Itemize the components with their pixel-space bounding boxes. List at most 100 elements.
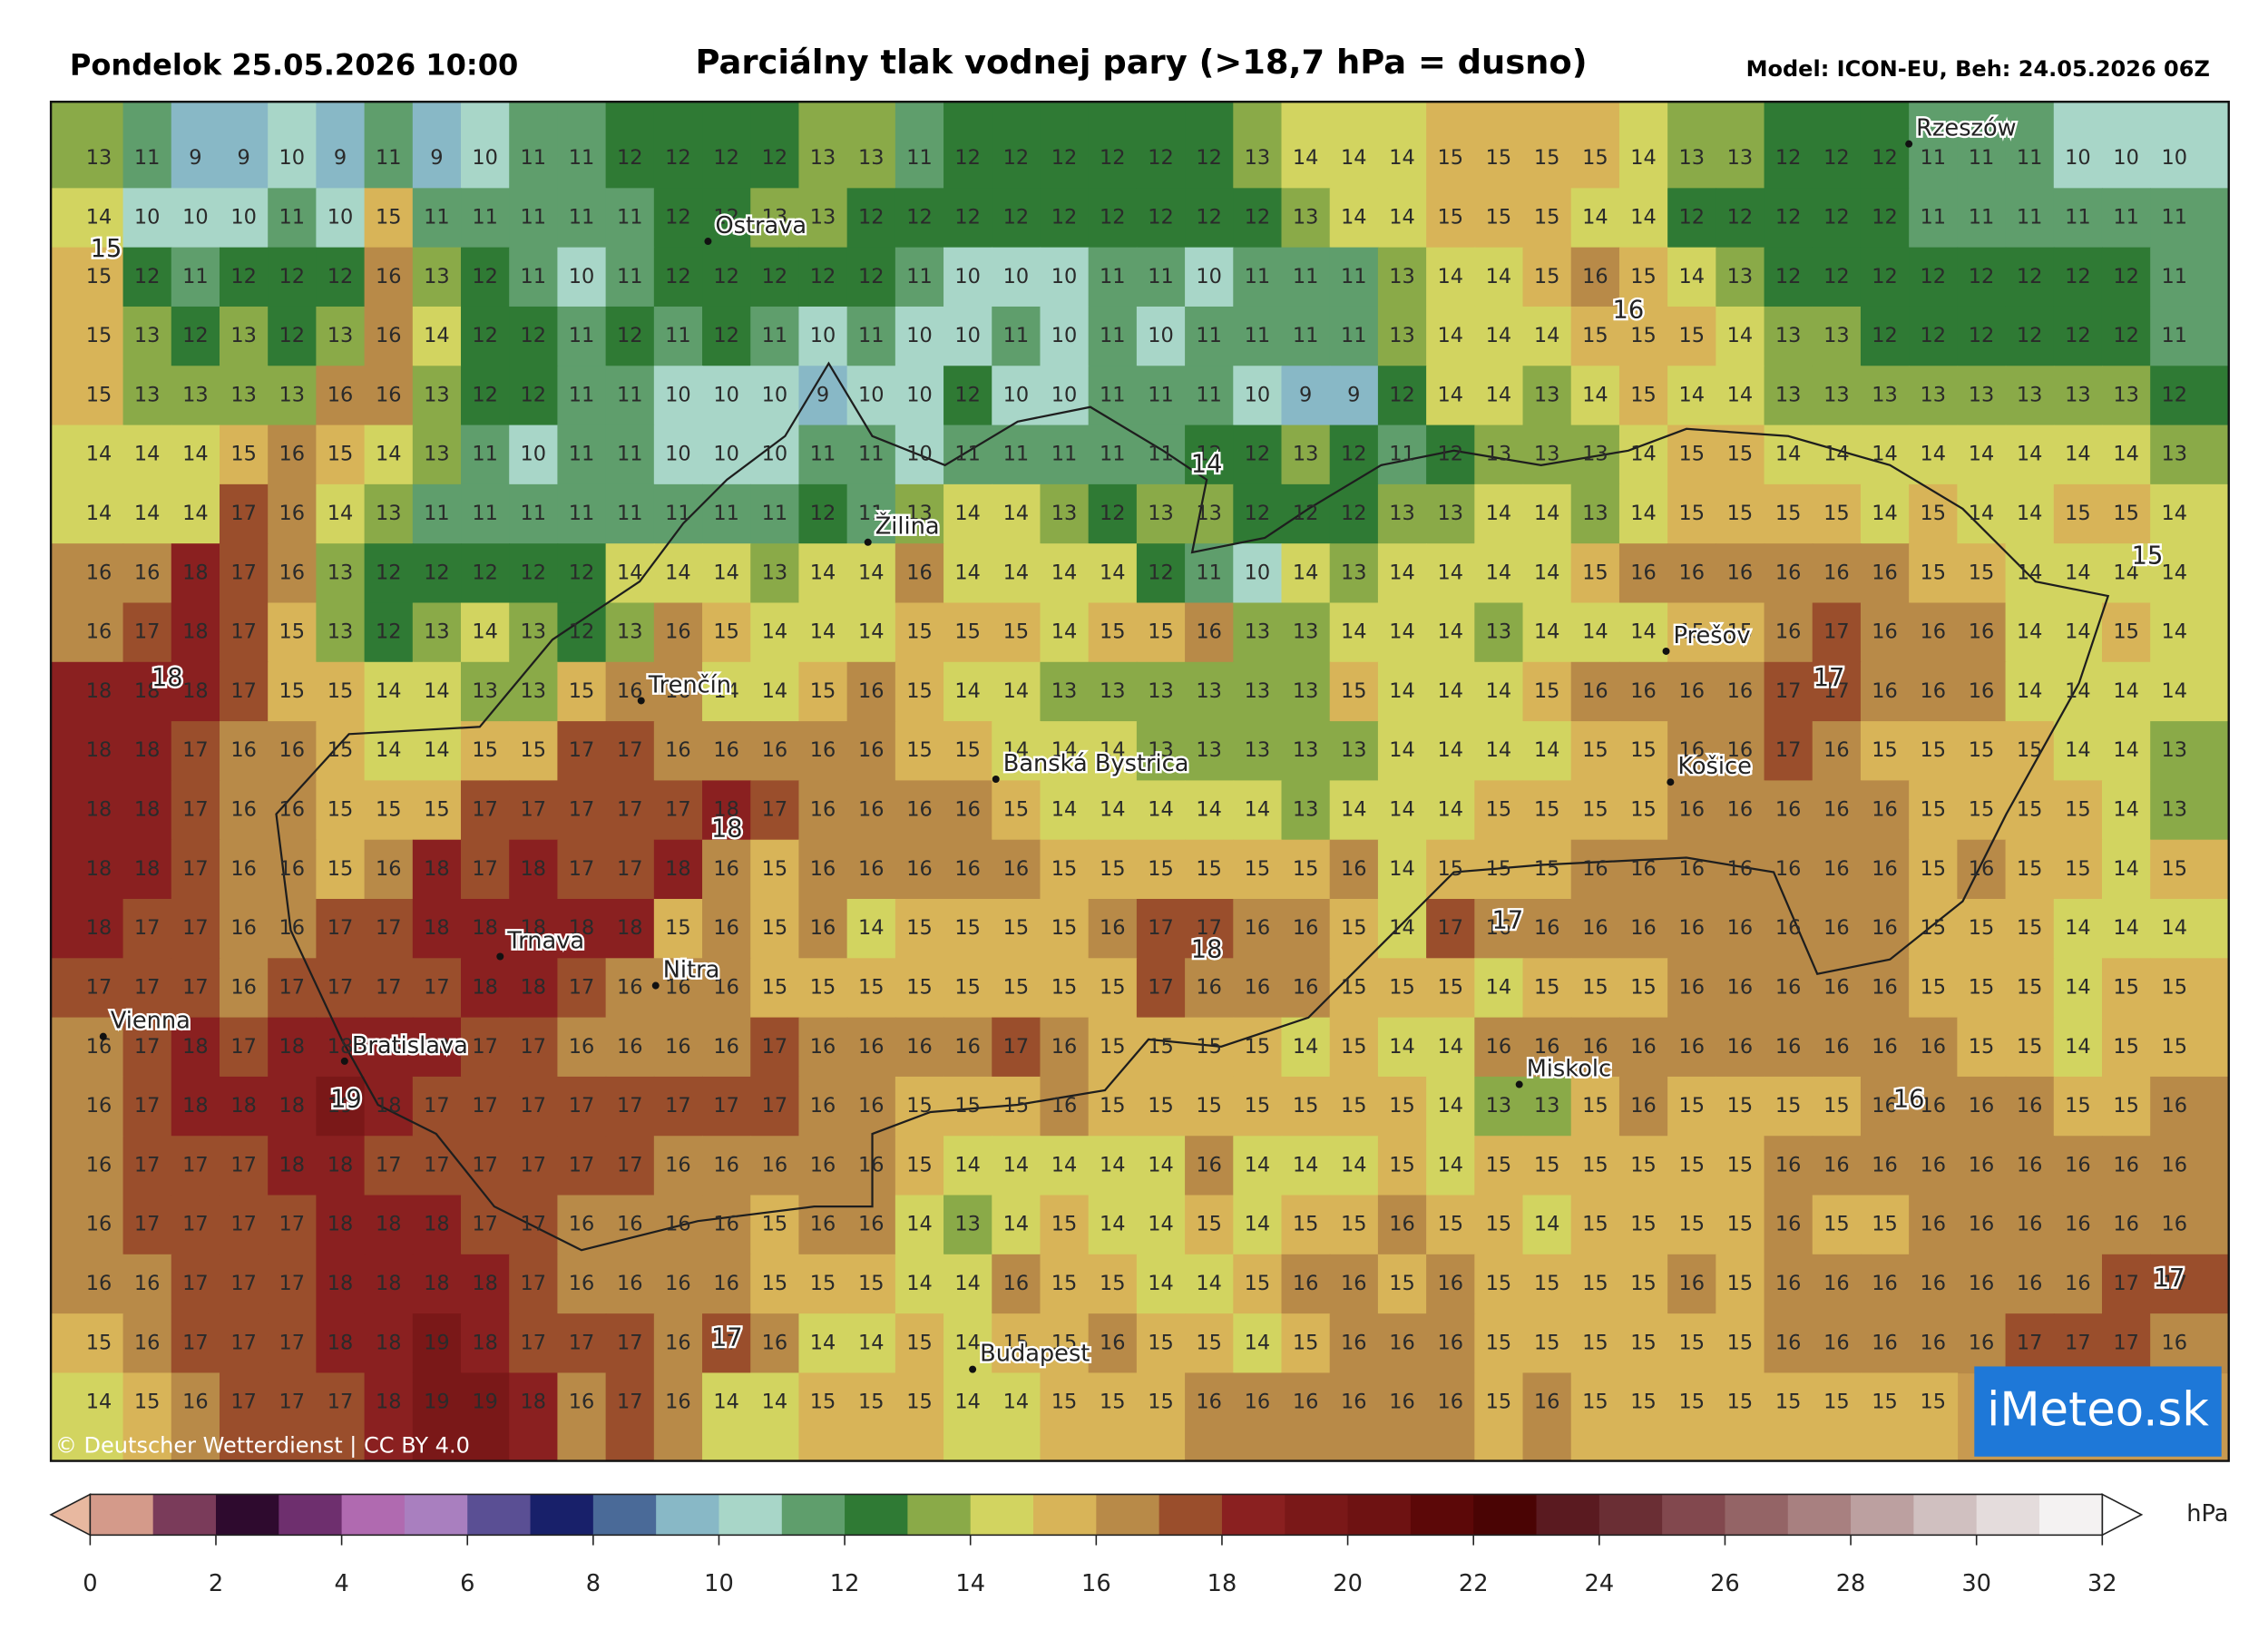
field-cell <box>1281 899 1331 960</box>
field-cell <box>1426 1372 1476 1461</box>
map-title: Parciálny tlak vodnej pary (>18,7 hPa = … <box>695 43 1587 82</box>
field-cell <box>605 483 655 544</box>
grid-value: 16 <box>569 1213 595 1236</box>
grid-value: 15 <box>1582 1094 1608 1118</box>
grid-value: 15 <box>1969 1035 1995 1059</box>
field-cell <box>1716 306 1765 367</box>
grid-value: 14 <box>1389 146 1415 170</box>
grid-value: 14 <box>762 679 788 703</box>
field-cell <box>509 1136 559 1196</box>
grid-value: 14 <box>1341 146 1367 170</box>
grid-value: 14 <box>2113 857 2139 881</box>
field-cell <box>846 661 896 722</box>
field-cell <box>1716 1076 1765 1137</box>
field-cell <box>364 1136 414 1196</box>
grid-value: 11 <box>1245 324 1271 347</box>
grid-value: 11 <box>2065 206 2091 229</box>
grid-value: 16 <box>906 798 933 822</box>
grid-value: 11 <box>617 206 643 229</box>
field-cell <box>750 1372 800 1461</box>
grid-value: 18 <box>279 1035 306 1059</box>
grid-value: 11 <box>713 502 739 525</box>
grid-value: 16 <box>906 1035 933 1059</box>
grid-value: 15 <box>1775 1094 1802 1118</box>
grid-value: 11 <box>617 383 643 406</box>
field-cell <box>2150 247 2229 307</box>
field-cell <box>1281 780 1331 841</box>
grid-value: 16 <box>1582 265 1608 288</box>
grid-value: 14 <box>1534 1213 1560 1236</box>
field-cell <box>1570 661 1620 722</box>
grid-value: 16 <box>858 1153 885 1176</box>
grid-value: 18 <box>713 798 739 822</box>
field-cell <box>1909 366 1959 426</box>
grid-value: 16 <box>2017 1213 2043 1236</box>
field-cell <box>1329 1136 1379 1196</box>
grid-value: 16 <box>1196 1391 1222 1414</box>
field-cell <box>1040 602 1090 663</box>
field-cell <box>943 483 993 544</box>
field-cell <box>1570 958 1620 1019</box>
field-cell <box>1957 1313 2007 1374</box>
field-cell <box>364 425 414 485</box>
field-cell <box>316 602 366 663</box>
grid-value: 14 <box>424 738 450 762</box>
grid-value: 17 <box>376 916 402 940</box>
city-label: Banská Bystrica <box>1003 750 1189 777</box>
field-cell <box>894 102 944 190</box>
field-cell <box>1329 102 1379 190</box>
field-cell <box>1474 661 1524 722</box>
grid-value: 13 <box>617 620 643 644</box>
grid-value: 10 <box>1148 324 1174 347</box>
field-cell <box>509 483 559 544</box>
field-cell <box>316 1254 366 1314</box>
field-cell <box>1667 721 1717 782</box>
field-cell <box>1281 1076 1331 1137</box>
grid-value: 15 <box>1051 857 1078 881</box>
field-cell <box>1522 661 1572 722</box>
field-cell <box>1474 188 1524 249</box>
field-cell <box>557 1372 607 1461</box>
grid-value: 18 <box>376 1331 402 1354</box>
field-cell <box>943 425 993 485</box>
grid-value: 16 <box>1775 798 1802 822</box>
grid-value: 12 <box>713 324 739 347</box>
grid-value: 14 <box>1051 738 1078 762</box>
grid-value: 14 <box>1389 679 1415 703</box>
field-cell <box>1764 188 1813 249</box>
field-cell <box>1233 661 1283 722</box>
grid-value: 15 <box>1196 1213 1222 1236</box>
field-cell <box>51 721 124 782</box>
field-cell <box>1522 958 1572 1019</box>
field-cell <box>1185 483 1235 544</box>
field-cell <box>798 306 848 367</box>
grid-value: 16 <box>1341 1272 1367 1295</box>
grid-value: 15 <box>1582 1153 1608 1176</box>
field-cell <box>412 1313 462 1374</box>
field-cell <box>1040 958 1090 1019</box>
grid-value: 14 <box>2162 502 2188 525</box>
field-cell <box>1474 1254 1524 1314</box>
field-cell <box>1909 247 1959 307</box>
grid-value: 13 <box>1148 679 1174 703</box>
grid-value: 10 <box>713 383 739 406</box>
field-cell <box>219 899 269 960</box>
field-cell <box>2053 306 2103 367</box>
grid-value: 11 <box>2162 324 2188 347</box>
field-cell <box>412 102 462 190</box>
grid-value: 16 <box>1775 1213 1802 1236</box>
grid-value: 18 <box>472 1272 498 1295</box>
field-cell <box>412 366 462 426</box>
field-cell <box>605 306 655 367</box>
field-cell <box>1957 188 2007 249</box>
field-cell <box>1233 899 1283 960</box>
grid-value: 15 <box>1100 1094 1126 1118</box>
grid-value: 13 <box>1293 679 1319 703</box>
grid-value: 13 <box>1534 1094 1560 1118</box>
field-cell <box>1426 602 1476 663</box>
grid-value: 14 <box>424 679 450 703</box>
field-cell <box>750 247 800 307</box>
grid-value: 14 <box>810 1331 836 1354</box>
grid-value: 18 <box>424 916 450 940</box>
field-cell <box>2101 1254 2151 1314</box>
